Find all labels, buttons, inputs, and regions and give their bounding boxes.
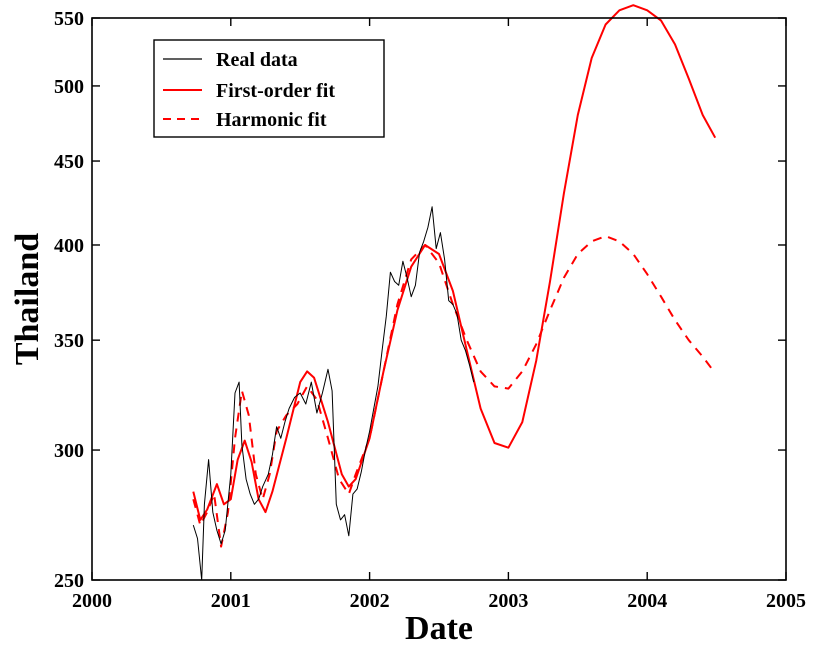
x-tick-label: 2005 — [766, 590, 806, 612]
legend-box — [153, 39, 385, 138]
y-tick-label: 300 — [54, 440, 84, 462]
y-tick-label: 450 — [54, 151, 84, 173]
legend-label-first-order-fit: First-order fit — [216, 80, 335, 102]
series-harmonic-fit-line — [192, 235, 715, 548]
x-tick-label: 2002 — [350, 590, 390, 612]
y-ticks: 250 300 350 400 450 500 550 — [54, 8, 786, 592]
plot-frame — [91, 17, 787, 581]
y-tick-label: 550 — [54, 8, 84, 30]
y-tick-label: 500 — [54, 76, 84, 98]
x-axis-label: Date — [405, 610, 473, 647]
y-tick-label: 350 — [54, 330, 84, 352]
legend-label-harmonic-fit: Harmonic fit — [216, 109, 327, 131]
y-tick-label: 250 — [54, 570, 84, 592]
legend: Real data First-order fit Harmonic fit — [153, 39, 385, 138]
x-tick-label: 2000 — [72, 590, 112, 612]
x-tick-label: 2004 — [627, 590, 667, 612]
x-tick-label: 2003 — [488, 590, 528, 612]
y-tick-label: 400 — [54, 235, 84, 257]
x-tick-label: 2001 — [211, 590, 251, 612]
x-ticks: 2000 2001 2002 2003 2004 2005 — [72, 18, 806, 612]
series-real-data-line — [192, 206, 475, 581]
legend-label-real-data: Real data — [216, 49, 298, 71]
y-axis-label: Thailand — [9, 233, 46, 365]
